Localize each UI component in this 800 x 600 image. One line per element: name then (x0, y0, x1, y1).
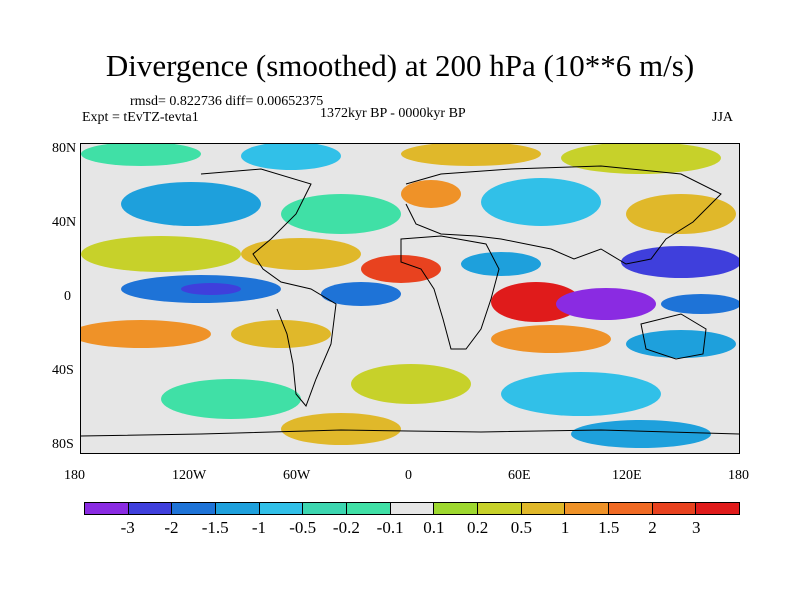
contour-patch (401, 144, 541, 166)
colorbar-label: 0.2 (466, 518, 489, 537)
americas-coastline (200, 168, 337, 407)
contour-patch (161, 379, 301, 419)
divergence-map (80, 143, 740, 454)
colorbar-swatch (303, 503, 348, 514)
contour-patch (81, 236, 241, 272)
colorbar-swatch (128, 503, 173, 514)
lat-tick-label: 0 (64, 289, 71, 304)
colorbar-swatch (216, 503, 260, 514)
colorbar-swatch (172, 503, 217, 514)
colorbar-label: 3 (692, 518, 701, 537)
colorbar-swatch (565, 503, 610, 514)
contour-patch (231, 320, 331, 348)
colorbar-label: -1.5 (201, 518, 229, 537)
lat-tick-label: 80S (52, 437, 74, 452)
colorbar-swatch (390, 503, 435, 514)
experiment-label: Expt = tEvTZ-tevta1 (82, 110, 199, 125)
colorbar (84, 502, 740, 515)
colorbar-label: -0.5 (289, 518, 317, 537)
contour-patch (556, 288, 656, 320)
colorbar-swatch (85, 503, 129, 514)
colorbar-swatch (652, 503, 697, 514)
colorbar-label: -3 (120, 518, 135, 537)
contour-patch (621, 246, 739, 278)
map-canvas (81, 144, 739, 448)
africa-coastline (400, 235, 500, 350)
australia-coastline (640, 313, 707, 360)
eurasia-coastline (405, 165, 722, 265)
contour-patch (571, 420, 711, 448)
rmsd-diff-stats: rmsd= 0.822736 diff= 0.00652375 (130, 94, 324, 109)
contour-patch (491, 325, 611, 353)
contour-patch (121, 182, 261, 226)
colorbar-label: 1 (560, 518, 570, 537)
colorbar-swatch (478, 503, 522, 514)
colorbar-label: -0.1 (376, 518, 404, 537)
colorbar-swatch (347, 503, 391, 514)
contour-patch (491, 282, 581, 322)
lon-tick-label: 180 (64, 468, 85, 483)
contour-patch (501, 372, 661, 416)
colorbar-swatch (259, 503, 304, 514)
colorbar-label: -1 (251, 518, 267, 537)
coastlines (81, 165, 739, 437)
colorbar-swatch (696, 503, 740, 514)
contour-patch (321, 282, 401, 306)
lon-tick-label: 0 (405, 468, 412, 483)
season-label: JJA (712, 110, 734, 125)
contour-patch (181, 283, 241, 295)
colorbar-label: 0.1 (423, 518, 445, 537)
contour-fills (81, 144, 739, 448)
colorbar-label: 2 (648, 518, 657, 537)
contour-patch (81, 144, 201, 166)
contour-patch (281, 413, 401, 445)
colorbar-swatch (521, 503, 566, 514)
contour-patch (461, 252, 541, 276)
contour-patch (626, 194, 736, 234)
colorbar-label: 0.5 (510, 518, 532, 537)
colorbar-label: 1.5 (598, 518, 620, 537)
contour-patch (351, 364, 471, 404)
contour-patch (481, 178, 601, 226)
colorbar-label: -2 (164, 518, 179, 537)
contour-patch (241, 144, 341, 170)
lon-tick-label: 60E (508, 468, 531, 483)
colorbar-swatch (609, 503, 653, 514)
contour-patch (661, 294, 739, 314)
lon-tick-label: 60W (283, 468, 311, 483)
contour-patch (241, 238, 361, 270)
lat-tick-label: 40S (52, 363, 74, 378)
colorbar-label: -0.2 (332, 518, 360, 537)
contour-patch (626, 330, 736, 358)
map-title: Divergence (smoothed) at 200 hPa (10**6 … (105, 48, 695, 83)
time-period-label: 1372kyr BP - 0000kyr BP (320, 106, 466, 121)
contour-patch (81, 320, 211, 348)
contour-patch (361, 255, 441, 283)
lat-tick-label: 80N (52, 141, 77, 156)
contour-patch (281, 194, 401, 234)
lon-tick-label: 180 (728, 468, 749, 483)
lon-tick-label: 120W (172, 468, 207, 483)
antarctica-coastline (81, 429, 739, 437)
contour-patch (401, 180, 461, 208)
lat-tick-label: 40N (52, 215, 77, 230)
lon-tick-label: 120E (612, 468, 642, 483)
colorbar-swatch (434, 503, 479, 514)
